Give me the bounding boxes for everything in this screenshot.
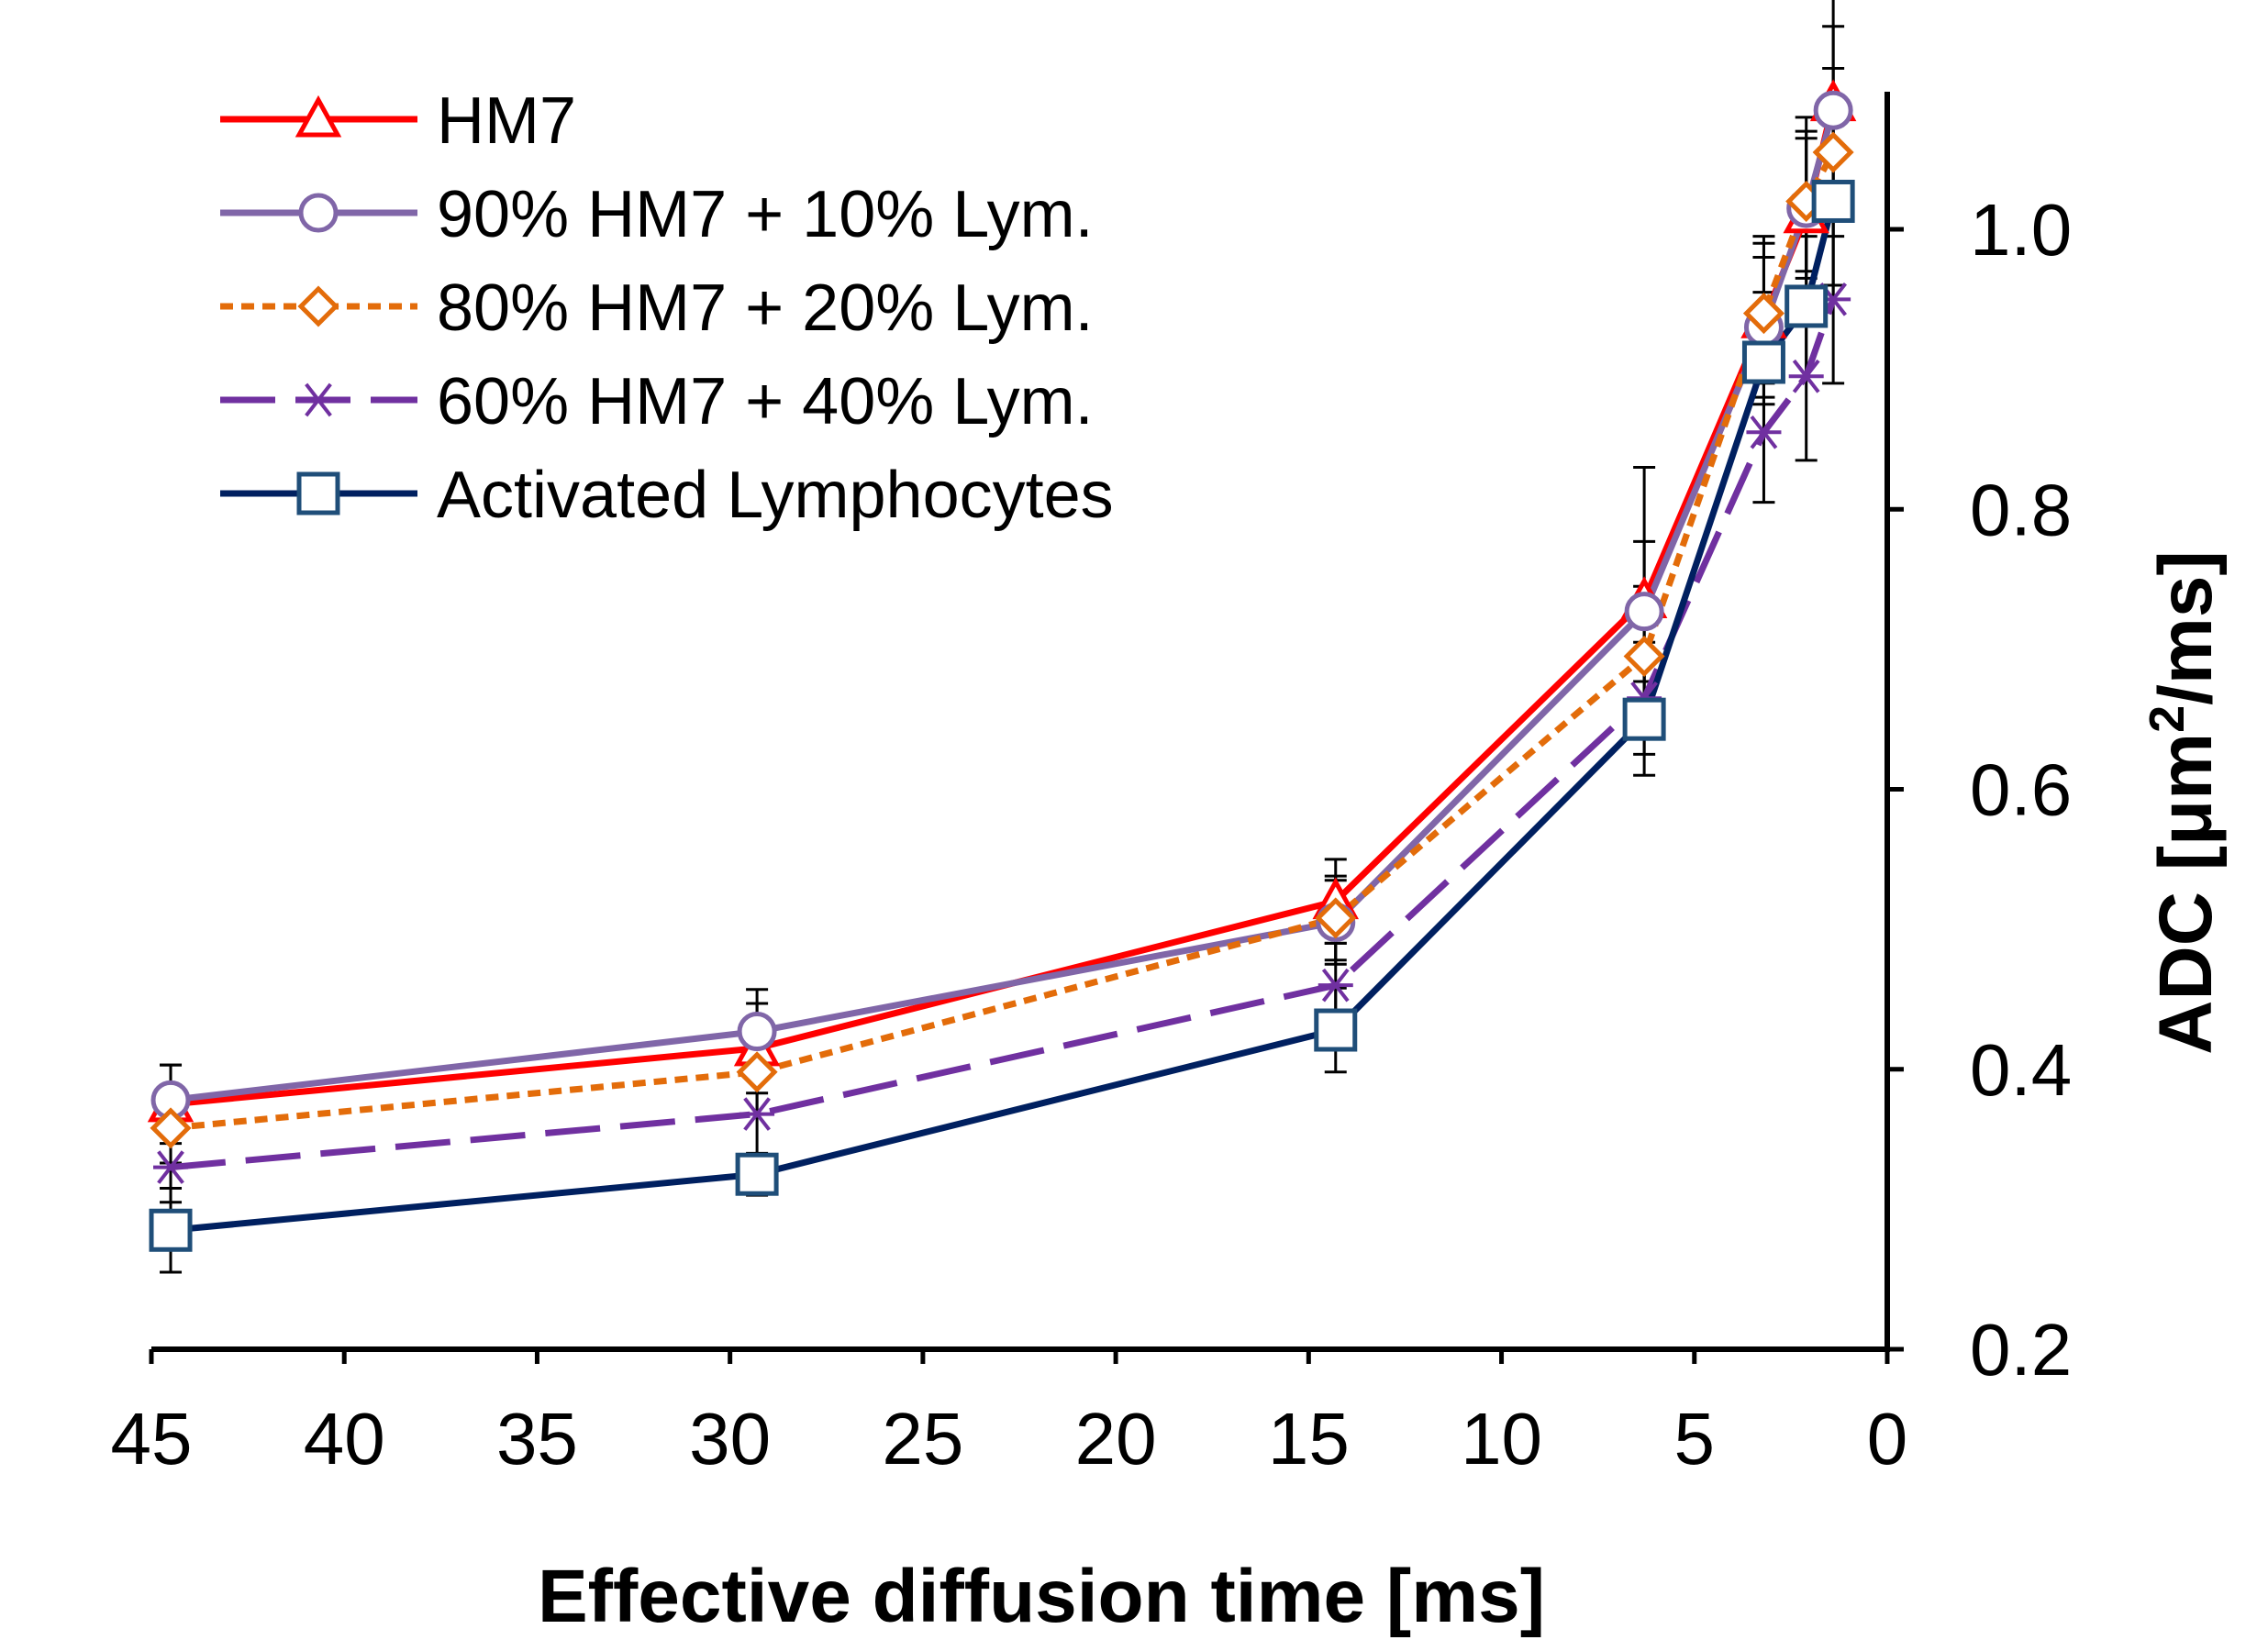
point-80-hm7-20-lym-4: [1742, 293, 1784, 335]
x-tick-label-30: 30: [689, 1398, 771, 1479]
point-activated-lymphocytes-0: [149, 1208, 193, 1252]
x-tick-label-25: 25: [882, 1398, 963, 1479]
y-axis-title: ADC [μm2/ms]: [2140, 550, 2228, 1054]
point-activated-lymphocytes-3: [1622, 697, 1666, 741]
y-tick-label-0.2: 0.2: [1970, 1309, 2072, 1391]
point-80-hm7-20-lym-2: [1315, 897, 1357, 939]
legend-label-80-hm7-20-lym: 80% HM7 + 20% Lym.: [437, 271, 1094, 345]
point-activated-lymphocytes-1: [735, 1152, 779, 1196]
x-axis-title: Effective diffusion time [ms]: [538, 1555, 1545, 1638]
y-axis-title-main: ADC [μm: [2144, 733, 2228, 1055]
y-tick-label-1.0: 1.0: [1970, 189, 2072, 271]
legend-label-hm7: HM7: [437, 84, 576, 158]
legend-item-activated-lymphocytes: Activated Lymphocytes: [220, 459, 1114, 532]
y-axis-title-superscript: 2: [2140, 705, 2195, 733]
x-tick-label-5: 5: [1674, 1398, 1716, 1479]
point-activated-lymphocytes-6: [1811, 179, 1855, 223]
x-tick-label-10: 10: [1461, 1398, 1542, 1479]
y-tick-label-0.6: 0.6: [1970, 749, 2072, 831]
legend-item-60-hm7-40-lym: 60% HM7 + 40% Lym.: [220, 365, 1094, 438]
point-90-hm7-10-lym-3: [1624, 592, 1664, 632]
point-60-hm7-40-lym-2: [1317, 968, 1353, 1003]
point-90-hm7-10-lym-6: [1813, 90, 1853, 130]
point-90-hm7-10-lym-1: [737, 1012, 777, 1052]
legend-marker-hm7: [295, 94, 342, 138]
legend-item-80-hm7-20-lym: 80% HM7 + 20% Lym.: [220, 271, 1094, 345]
legend-label-60-hm7-40-lym: 60% HM7 + 40% Lym.: [437, 365, 1094, 438]
legend-marker-60-hm7-40-lym: [301, 382, 336, 417]
axes: 45 40 35 30 25 20 15 10 5 0 0.2 0.4 0.6 0.8 1.0: [111, 92, 2072, 1479]
point-60-hm7-40-lym-0: [153, 1150, 189, 1184]
x-tick-label-20: 20: [1075, 1398, 1157, 1479]
point-activated-lymphocytes-5: [1784, 284, 1829, 328]
point-60-hm7-40-lym-4: [1746, 415, 1782, 449]
point-activated-lymphocytes-2: [1314, 1008, 1358, 1052]
y-axis-ticks: 0.2 0.4 0.6 0.8 1.0: [1887, 189, 2072, 1391]
legend-marker-80-hm7-20-lym: [297, 285, 339, 327]
series-line-activated-lymphocytes: [170, 200, 1837, 1234]
x-tick-label-45: 45: [111, 1398, 193, 1479]
legend-label-activated-lymphocytes: Activated Lymphocytes: [437, 459, 1114, 532]
point-80-hm7-20-lym-0: [150, 1107, 192, 1149]
legend: HM7 90% HM7 + 10% Lym. 80% HM7 + 20% Lym. 6…: [220, 84, 1114, 532]
legend-item-hm7: HM7: [220, 84, 576, 158]
point-80-hm7-20-lym-3: [1623, 635, 1665, 678]
x-tick-label-0: 0: [1867, 1398, 1908, 1479]
point-activated-lymphocytes-4: [1741, 340, 1785, 384]
point-80-hm7-20-lym-6: [1812, 131, 1854, 173]
legend-item-90-hm7-10-lym: 90% HM7 + 10% Lym.: [220, 178, 1094, 251]
point-60-hm7-40-lym-5: [1788, 359, 1824, 393]
x-axis-ticks: 45 40 35 30 25 20 15 10 5 0: [111, 1349, 1908, 1479]
series-markers: [147, 79, 1857, 1252]
y-tick-label-0.8: 0.8: [1970, 469, 2072, 550]
x-tick-label-40: 40: [304, 1398, 385, 1479]
y-tick-label-0.4: 0.4: [1970, 1029, 2072, 1111]
series-line-90-hm7-10-lym: [170, 109, 1837, 1103]
legend-marker-activated-lymphocytes: [296, 471, 340, 515]
y-axis-title-unit: /ms]: [2144, 550, 2228, 705]
x-tick-label-15: 15: [1268, 1398, 1350, 1479]
legend-marker-90-hm7-10-lym: [298, 193, 339, 233]
x-tick-label-35: 35: [496, 1398, 578, 1479]
series-line-hm7: [170, 102, 1837, 1108]
point-80-hm7-20-lym-1: [736, 1051, 778, 1093]
point-60-hm7-40-lym-1: [739, 1097, 775, 1131]
legend-label-90-hm7-10-lym: 90% HM7 + 10% Lym.: [437, 178, 1094, 251]
